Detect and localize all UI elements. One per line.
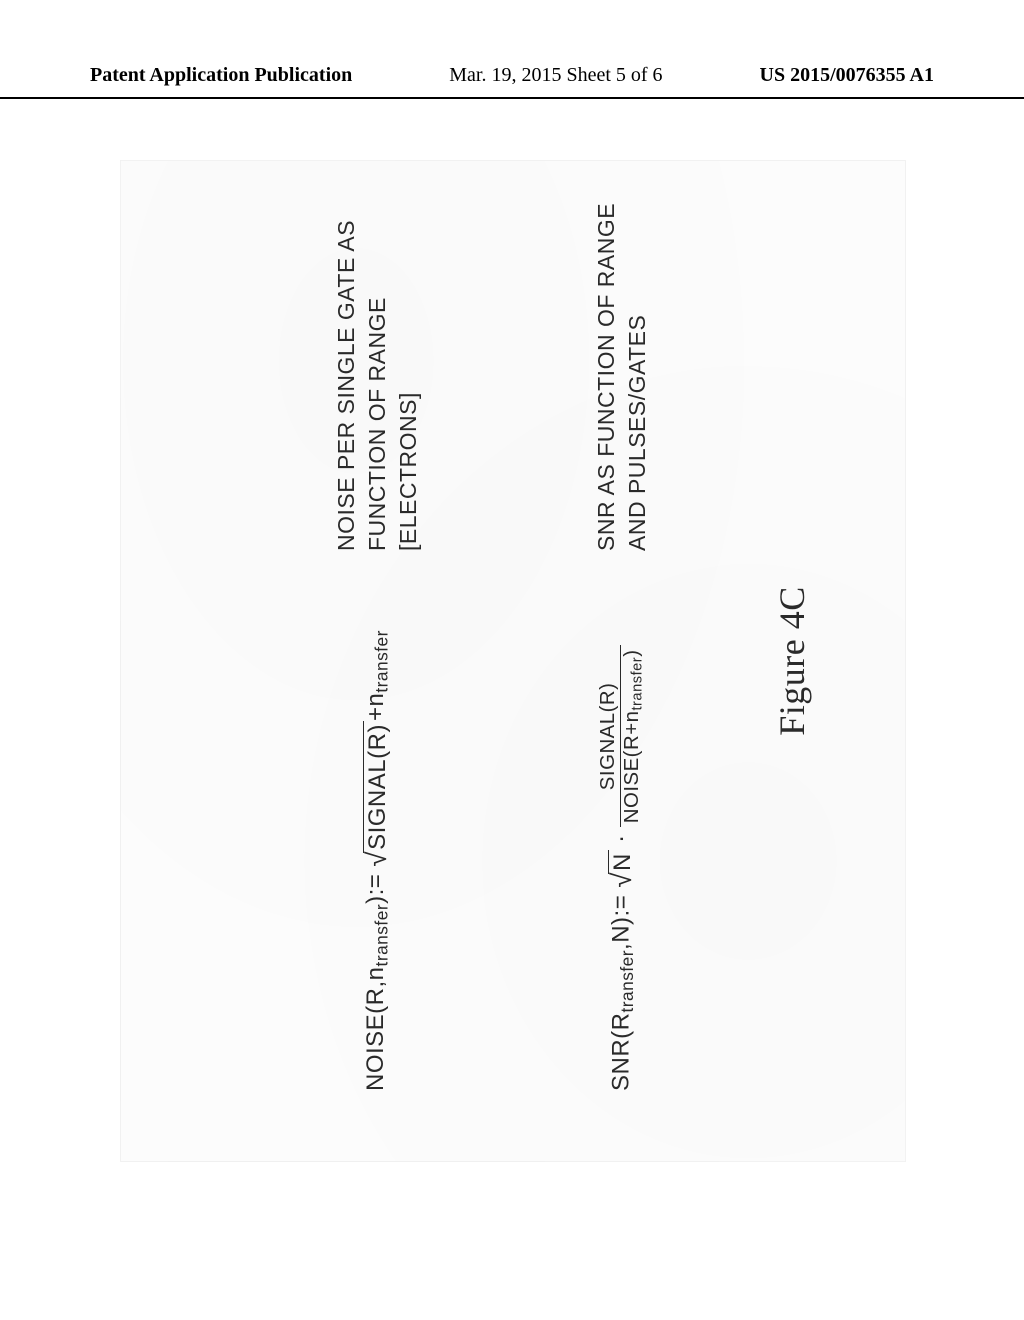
snr-den-sub: transfer [630,657,646,711]
noise-formula: NOISE(R,ntransfer):= √ SIGNAL(R) +ntrans… [362,551,392,1161]
noise-caption-line2: FUNCTION OF RANGE [ELECTRONS] [364,297,421,551]
snr-fraction: SIGNAL(R) NOISE(R+ntransfer) [598,646,647,828]
snr-caption: SNR AS FUNCTION OF RANGE AND PULSES/GATE… [591,161,653,551]
snr-dot: · [607,827,634,850]
snr-den-b: ) [621,650,643,657]
snr-caption-line1: SNR AS FUNCTION OF RANGE [593,203,619,551]
noise-sqrt: √ SIGNAL(R) [363,721,391,867]
noise-lhs-sub: transfer [372,904,392,967]
radical-icon: √ [363,851,391,867]
noise-lhs-fn: NOISE(R,n [362,966,389,1091]
page-header: Patent Application Publication Mar. 19, … [0,64,1024,99]
radical-icon: √ [608,872,636,888]
header-left: Patent Application Publication [90,64,352,87]
noise-lhs-close: ):= [362,874,389,904]
snr-sqrtN-radicand: N [608,850,636,874]
figure-label: Figure 4C [771,161,813,1161]
snr-lhs-mid: ,N):= [607,895,634,950]
header-center: Mar. 19, 2015 Sheet 5 of 6 [449,64,662,87]
figure-row-noise: NOISE(R,ntransfer):= √ SIGNAL(R) +ntrans… [331,161,424,1161]
snr-formula: SNR(Rtransfer,N):= √ N · SIGNAL(R) NOISE… [598,551,647,1161]
noise-tail-sub: transfer [372,630,392,693]
figure-row-snr: SNR(Rtransfer,N):= √ N · SIGNAL(R) NOISE… [591,161,653,1161]
snr-frac-num: SIGNAL(R) [598,679,620,795]
snr-frac-den: NOISE(R+ntransfer) [620,646,646,828]
snr-lhs-sub: transfer [617,950,637,1013]
snr-lhs-fn: SNR(R [607,1013,634,1092]
snr-den-a: NOISE(R+n [621,711,643,824]
snr-sqrtN: √ N [608,850,636,888]
noise-tail-plus: +n [362,693,389,721]
noise-sqrt-radicand: SIGNAL(R) [363,721,391,853]
noise-caption-line1: NOISE PER SINGLE GATE AS [333,220,359,551]
snr-caption-line2: AND PULSES/GATES [624,315,650,551]
figure-card: NOISE(R,ntransfer):= √ SIGNAL(R) +ntrans… [120,160,906,1162]
header-right: US 2015/0076355 A1 [760,64,934,87]
figure-rotated-content: NOISE(R,ntransfer):= √ SIGNAL(R) +ntrans… [121,161,905,1161]
noise-caption: NOISE PER SINGLE GATE AS FUNCTION OF RAN… [331,161,424,551]
page: Patent Application Publication Mar. 19, … [0,0,1024,1320]
